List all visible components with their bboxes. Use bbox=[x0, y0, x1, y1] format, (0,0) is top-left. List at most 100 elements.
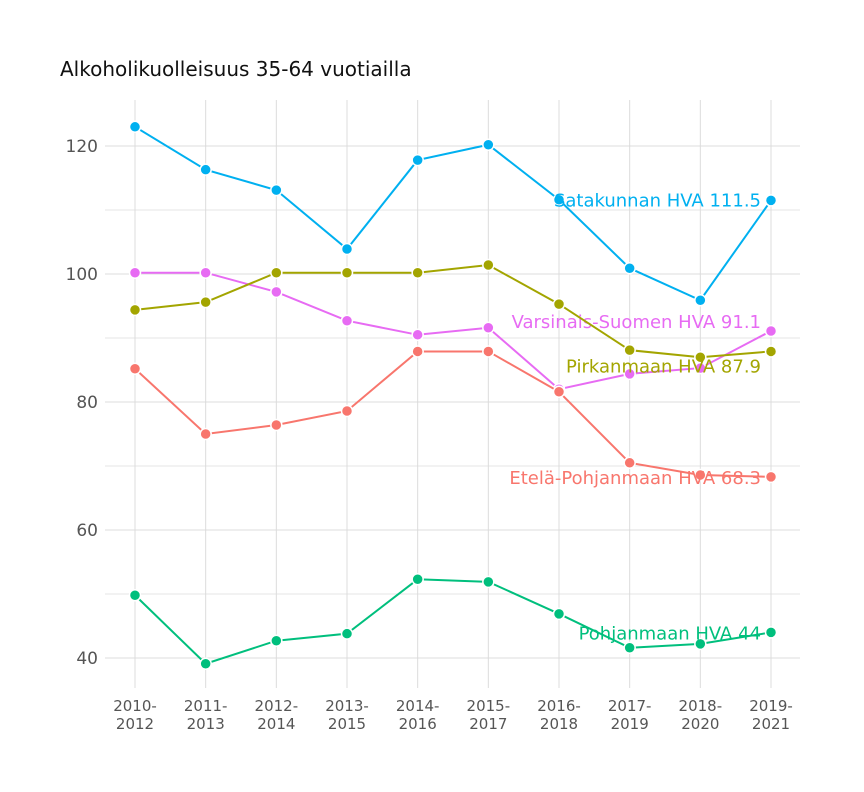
x-tick-line: 2019 bbox=[611, 715, 649, 733]
x-tick-line: 2012- bbox=[255, 697, 299, 715]
x-tick-line: 2017 bbox=[469, 715, 507, 733]
series-line bbox=[134, 125, 772, 302]
x-tick-line: 2015 bbox=[328, 715, 366, 733]
x-tick-label: 2018-2020 bbox=[679, 697, 723, 733]
chart-title: Alkoholikuolleisuus 35-64 vuotiailla bbox=[60, 57, 412, 81]
data-point bbox=[340, 314, 354, 327]
y-tick-label: 120 bbox=[66, 137, 98, 157]
data-point bbox=[270, 634, 283, 647]
series-satakunnan-hva: Satakunnan HVA 111.5 bbox=[128, 120, 778, 307]
x-tick-line: 2014 bbox=[257, 715, 295, 733]
data-point bbox=[340, 242, 354, 256]
data-point bbox=[764, 345, 778, 358]
x-tick-line: 2016 bbox=[399, 715, 437, 733]
x-tick-label: 2012-2014 bbox=[255, 697, 299, 733]
y-tick-label: 60 bbox=[76, 521, 98, 541]
series-end-label: Pirkanmaan HVA 87.9 bbox=[566, 356, 761, 377]
data-point bbox=[482, 575, 495, 589]
x-tick-line: 2017- bbox=[608, 697, 652, 715]
x-tick-line: 2015- bbox=[467, 697, 511, 715]
series-line bbox=[134, 264, 772, 359]
data-point bbox=[552, 385, 566, 399]
data-point bbox=[411, 345, 424, 358]
data-point bbox=[128, 266, 142, 279]
data-point bbox=[340, 404, 354, 418]
x-tick-label: 2011-2013 bbox=[184, 697, 228, 733]
x-tick-label: 2014-2016 bbox=[396, 697, 440, 733]
data-point bbox=[482, 258, 495, 272]
data-point bbox=[199, 427, 212, 441]
data-point bbox=[764, 626, 778, 639]
data-point bbox=[623, 641, 636, 655]
data-point bbox=[340, 627, 354, 640]
series-line bbox=[135, 271, 772, 391]
series-line bbox=[134, 350, 772, 478]
series-end-label: Varsinais-Suomen HVA 91.1 bbox=[512, 312, 761, 333]
data-point bbox=[128, 589, 142, 602]
data-point bbox=[199, 266, 212, 279]
x-tick-label: 2019-2021 bbox=[749, 697, 793, 733]
x-tick-line: 2021 bbox=[752, 715, 790, 733]
x-tick-line: 2012 bbox=[116, 715, 154, 733]
y-tick-label: 40 bbox=[76, 649, 98, 669]
x-tick-label: 2010-2012 bbox=[113, 697, 157, 733]
data-point bbox=[270, 266, 283, 279]
data-point bbox=[411, 328, 424, 342]
data-point bbox=[340, 266, 354, 279]
x-tick-line: 2013- bbox=[325, 697, 369, 715]
data-point bbox=[623, 456, 636, 470]
series-line bbox=[134, 578, 772, 665]
x-tick-line: 2018- bbox=[679, 697, 723, 715]
data-point bbox=[411, 266, 424, 279]
data-point bbox=[552, 193, 566, 207]
data-point bbox=[270, 183, 283, 197]
data-point bbox=[199, 657, 212, 671]
data-point bbox=[552, 607, 566, 621]
data-point bbox=[128, 303, 142, 317]
series-etel-pohjanmaan-hva: Etelä-Pohjanmaan HVA 68.3 bbox=[128, 345, 778, 489]
data-point bbox=[694, 468, 707, 482]
data-point bbox=[199, 163, 212, 176]
x-tick-line: 2014- bbox=[396, 697, 440, 715]
data-point bbox=[694, 293, 707, 307]
x-tick-line: 2011- bbox=[184, 697, 228, 715]
x-tick-line: 2019- bbox=[749, 697, 793, 715]
x-tick-line: 2018 bbox=[540, 715, 578, 733]
x-tick-label: 2013-2015 bbox=[325, 697, 369, 733]
data-point bbox=[764, 324, 778, 338]
data-point bbox=[270, 418, 283, 432]
x-tick-line: 2013 bbox=[187, 715, 225, 733]
series-end-label: Etelä-Pohjanmaan HVA 68.3 bbox=[509, 468, 761, 489]
data-point bbox=[764, 194, 778, 207]
data-point bbox=[694, 637, 707, 651]
data-point bbox=[552, 297, 566, 311]
data-point bbox=[482, 138, 495, 151]
data-point bbox=[199, 295, 212, 309]
x-tick-line: 2020 bbox=[681, 715, 719, 733]
x-tick-label: 2016-2018 bbox=[537, 697, 581, 733]
data-point bbox=[128, 120, 142, 134]
series-pirkanmaan-hva: Pirkanmaan HVA 87.9 bbox=[128, 258, 778, 377]
data-point bbox=[623, 343, 636, 357]
data-point bbox=[411, 153, 424, 167]
series-pohjanmaan-hva: Pohjanmaan HVA 44 bbox=[128, 573, 778, 671]
data-point bbox=[270, 285, 283, 299]
x-tick-label: 2017-2019 bbox=[608, 697, 652, 733]
data-point bbox=[623, 367, 636, 381]
data-point bbox=[482, 345, 495, 358]
data-point bbox=[694, 350, 707, 364]
series-end-label: Pohjanmaan HVA 44 bbox=[579, 623, 761, 644]
data-point bbox=[128, 362, 142, 375]
data-point bbox=[623, 261, 636, 275]
y-tick-label: 100 bbox=[66, 265, 98, 285]
x-tick-line: 2016- bbox=[537, 697, 581, 715]
x-tick-line: 2010- bbox=[113, 697, 157, 715]
data-point bbox=[764, 470, 778, 484]
data-point bbox=[482, 321, 495, 335]
x-tick-label: 2015-2017 bbox=[467, 697, 511, 733]
data-point bbox=[411, 573, 424, 586]
y-tick-label: 80 bbox=[76, 393, 98, 413]
series-end-label: Satakunnan HVA 111.5 bbox=[554, 190, 761, 211]
